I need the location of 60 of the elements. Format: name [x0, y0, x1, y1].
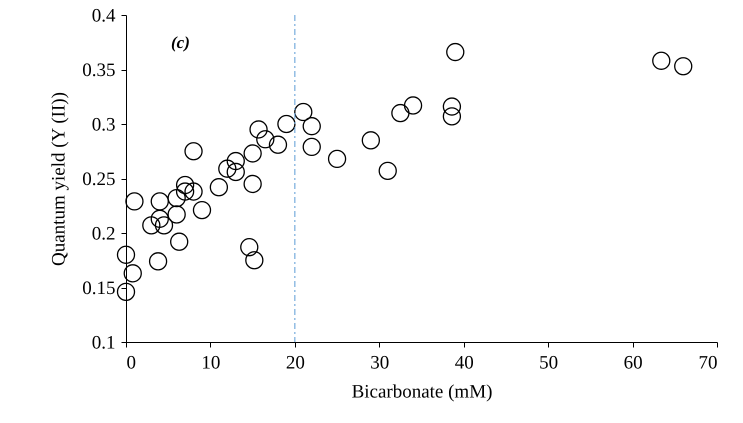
point	[116, 282, 136, 302]
point	[226, 152, 245, 170]
y-tick-label: 0.25	[82, 169, 116, 190]
point	[378, 162, 397, 180]
point	[245, 251, 264, 270]
point	[184, 142, 203, 160]
point	[184, 182, 203, 201]
point	[240, 238, 258, 256]
point	[226, 162, 245, 182]
point	[256, 130, 274, 148]
point	[192, 200, 212, 220]
point	[404, 96, 422, 115]
point	[148, 252, 168, 270]
point	[150, 192, 169, 211]
point	[362, 131, 380, 150]
point	[442, 97, 462, 116]
point	[167, 188, 186, 208]
y-tick-label: 0.2	[92, 224, 116, 244]
point	[176, 176, 194, 194]
point	[154, 216, 174, 235]
x-tick-label: 40	[454, 352, 474, 374]
point	[116, 246, 136, 264]
point	[125, 192, 144, 211]
point	[176, 182, 194, 201]
point	[243, 174, 262, 194]
point	[124, 264, 142, 282]
point	[249, 120, 268, 139]
point	[302, 138, 321, 156]
point	[294, 102, 312, 122]
annotation: (c)	[171, 33, 190, 52]
point	[150, 210, 169, 228]
point	[167, 205, 186, 224]
x-tick-label: 20	[286, 352, 305, 374]
point	[446, 42, 464, 62]
x-axis-title: Bicarbonate (mM)	[352, 382, 492, 402]
y-axis-title: Quantum yield (Y (II))	[48, 92, 70, 266]
point	[442, 107, 462, 126]
y-tick-label: 0.1	[92, 332, 116, 354]
x-tick-label: 0	[126, 352, 136, 374]
y-tick-label: 0.3	[92, 114, 116, 136]
point	[210, 178, 228, 196]
y-tick-label: 0.4	[92, 6, 116, 26]
point	[674, 57, 692, 76]
y-tick-label: 0.15	[82, 278, 116, 299]
point	[268, 136, 288, 154]
point	[243, 144, 262, 163]
y-tick-label: 0.35	[82, 60, 116, 81]
point	[277, 114, 296, 134]
x-tick-label: 30	[370, 352, 390, 374]
point	[391, 104, 410, 122]
x-tick-label: 60	[624, 352, 643, 374]
point	[302, 117, 321, 136]
point	[170, 232, 188, 251]
point	[652, 52, 670, 70]
x-tick-label: 70	[698, 352, 718, 374]
point	[142, 216, 160, 235]
x-tick-label: 50	[539, 352, 558, 374]
x-tick-label: 10	[201, 352, 220, 374]
point	[218, 160, 236, 178]
point	[328, 150, 346, 168]
